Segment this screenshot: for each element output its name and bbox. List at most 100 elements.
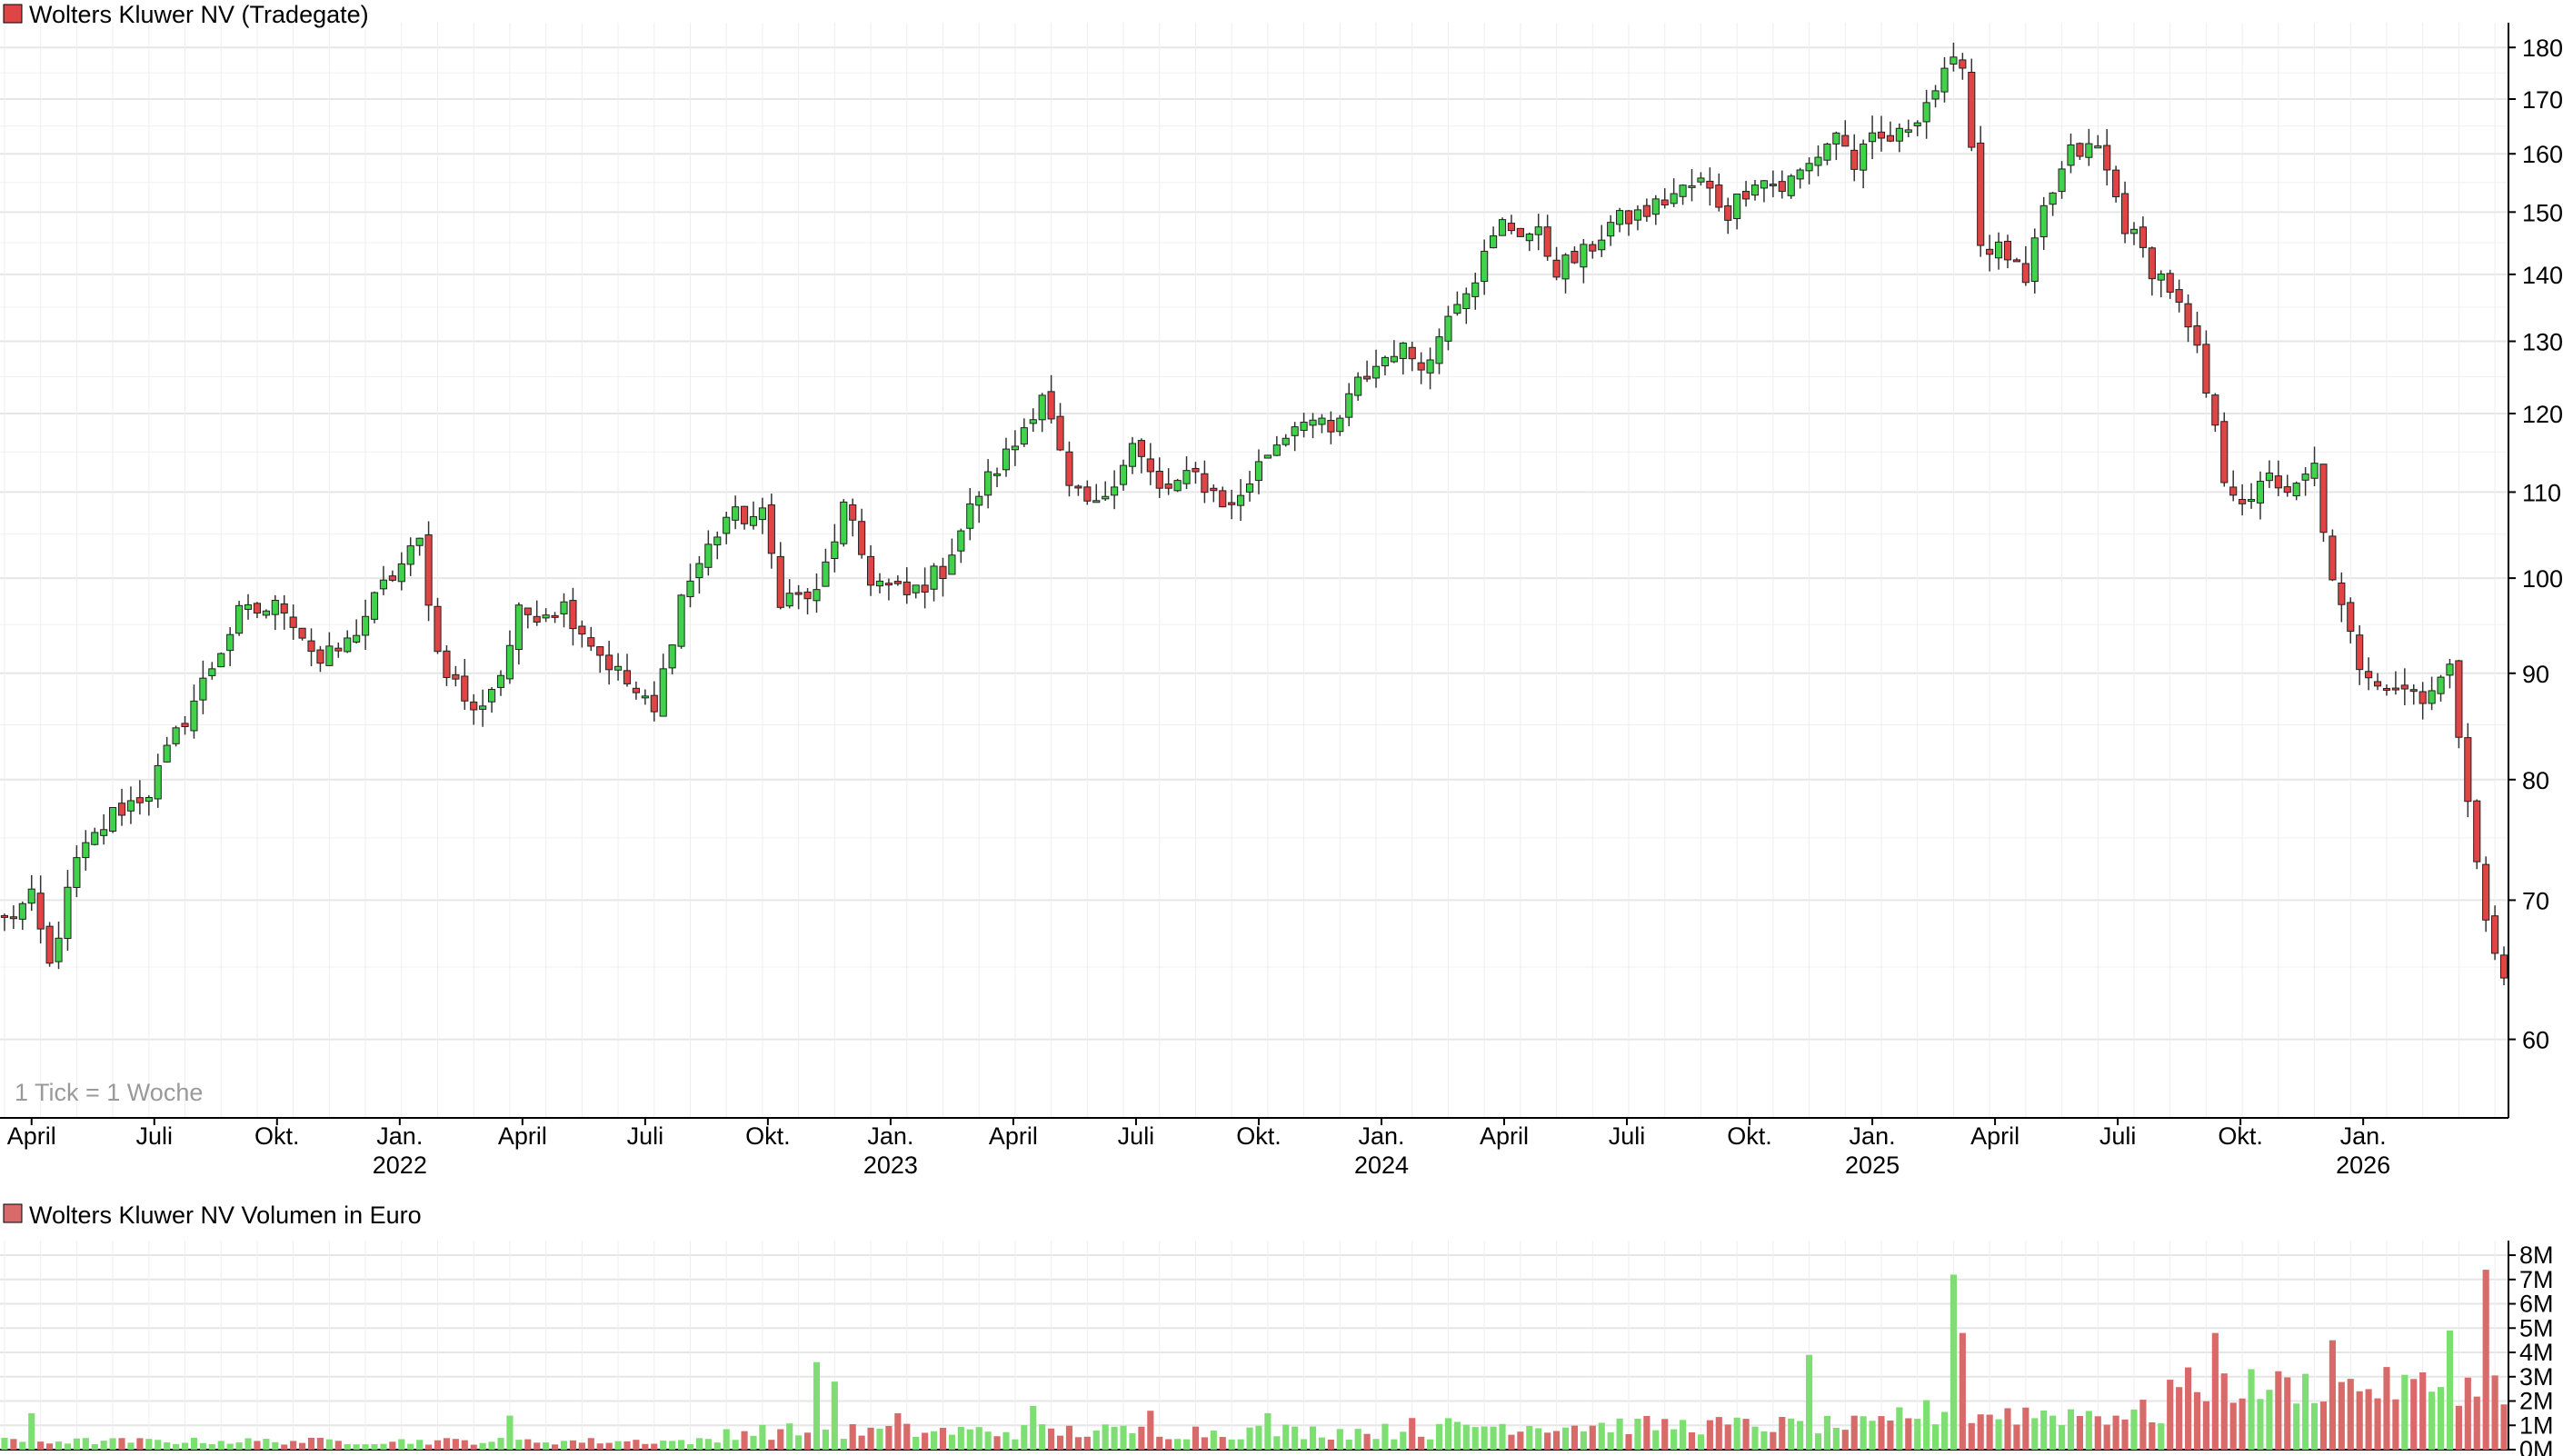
candle-body	[1733, 194, 1741, 220]
volume-bar	[2067, 1409, 2075, 1450]
candle-body	[1931, 90, 1940, 100]
candle	[1651, 194, 1660, 225]
candle-body	[1020, 427, 1028, 445]
volume-bar	[2473, 1396, 2480, 1450]
x-tick-year: 2024	[1354, 1152, 1409, 1179]
candle-body	[1173, 480, 1182, 492]
candle-body	[2265, 472, 2273, 482]
candle	[542, 608, 550, 623]
volume-bar	[1806, 1354, 1813, 1450]
candle	[1498, 217, 1507, 236]
volume-bar	[1309, 1426, 1317, 1450]
candle-body	[1750, 184, 1760, 196]
candle-body	[1408, 346, 1416, 360]
x-tick-label: Okt.	[254, 1122, 300, 1150]
volume-bar	[217, 1441, 224, 1450]
candle	[27, 874, 35, 912]
candle	[1642, 198, 1650, 222]
candle-body	[1182, 470, 1191, 484]
volume-bar	[786, 1423, 793, 1450]
candle	[551, 612, 559, 623]
candle	[912, 584, 920, 599]
x-tick-label: Jan.	[1850, 1122, 1896, 1150]
candle	[939, 557, 947, 597]
candle-body	[1561, 254, 1570, 280]
candle-body	[1977, 142, 1985, 246]
candle	[1679, 184, 1687, 205]
candle	[1977, 125, 1985, 257]
y-tick-label: 120	[2522, 401, 2563, 428]
y-tick-label: 130	[2522, 328, 2563, 355]
x-tick-label: Jan.	[1358, 1122, 1404, 1150]
candle-body	[1598, 239, 1606, 251]
volume-bar	[1959, 1332, 1966, 1450]
volume-bar	[155, 1440, 162, 1450]
candle	[2301, 467, 2309, 496]
volume-bar	[1770, 1431, 1777, 1450]
volume-bar	[1643, 1415, 1650, 1450]
candle	[596, 645, 604, 673]
volume-bar	[633, 1440, 640, 1450]
candle-body	[1769, 184, 1777, 187]
candle	[154, 753, 162, 808]
candle	[2265, 460, 2273, 488]
candle	[1164, 468, 1172, 495]
volume-bar	[1887, 1420, 1894, 1450]
candle-body	[1237, 494, 1245, 506]
candle-body	[921, 584, 929, 593]
volume-bar	[64, 1443, 72, 1450]
volume-bar	[1797, 1421, 1804, 1450]
candle-body	[659, 668, 667, 717]
volume-bar	[1715, 1417, 1722, 1450]
candle	[1895, 123, 1903, 153]
candle-body	[2139, 226, 2147, 248]
candle-body	[1498, 219, 1507, 236]
candle-body	[1228, 502, 1236, 505]
candle	[1868, 115, 1877, 159]
candle	[1886, 121, 1895, 143]
candle-body	[316, 649, 324, 664]
volume-bar	[2266, 1390, 2273, 1450]
candle-body	[740, 505, 749, 524]
x-tick-label: Okt.	[745, 1122, 791, 1150]
candle-body	[397, 563, 405, 583]
candle	[2129, 222, 2139, 245]
candle	[1490, 226, 1498, 249]
volume-bar	[614, 1441, 622, 1450]
candle	[776, 542, 784, 610]
candle-body	[298, 627, 306, 639]
candle-body	[2120, 193, 2129, 234]
volume-bar	[1391, 1439, 1398, 1450]
candle	[109, 806, 117, 833]
candle	[181, 715, 189, 735]
volume-bar	[2112, 1415, 2119, 1450]
candle-body	[2329, 535, 2337, 581]
x-tick-label: Juli	[136, 1122, 174, 1150]
volume-bar	[1724, 1424, 1731, 1450]
candle-body	[1868, 132, 1877, 143]
volume-bar	[2076, 1415, 2083, 1450]
volume-bar	[416, 1440, 424, 1450]
candle	[1598, 224, 1606, 257]
candle	[64, 870, 72, 952]
volume-bar	[1760, 1431, 1768, 1450]
candle-body	[776, 555, 784, 608]
candles	[0, 42, 2508, 986]
candle	[2085, 128, 2093, 166]
volume-bar	[497, 1438, 504, 1450]
candle	[2256, 471, 2265, 520]
candle	[379, 565, 388, 595]
candle	[1850, 134, 1859, 182]
volume-bar	[1869, 1421, 1876, 1450]
candle	[2049, 192, 2057, 216]
price-grid	[0, 23, 2509, 1119]
candle-body	[45, 925, 54, 964]
volume-bar	[1914, 1419, 1921, 1450]
candle	[587, 626, 595, 652]
candle	[73, 845, 81, 898]
x-tick-label: Okt.	[1727, 1122, 1772, 1150]
candle	[1011, 430, 1019, 466]
y-tick-label: 80	[2522, 767, 2549, 794]
candle-body	[1877, 131, 1886, 139]
